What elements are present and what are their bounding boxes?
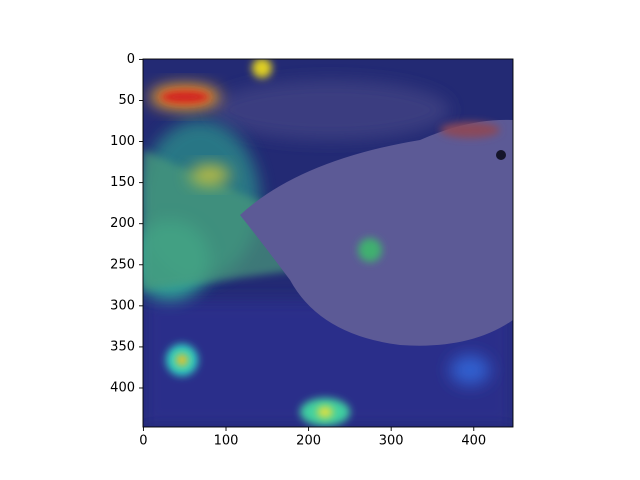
y-tick-label: 50: [118, 93, 135, 108]
y-tick-label: 150: [110, 175, 135, 190]
x-tick-label: 200: [296, 434, 321, 449]
x-tick-label: 100: [214, 434, 239, 449]
y-tick-label: 0: [127, 52, 135, 67]
x-tick-label: 400: [461, 434, 486, 449]
x-tick-label: 0: [139, 434, 147, 449]
image: [143, 59, 513, 427]
y-tick-label: 250: [110, 257, 135, 272]
y-tick-label: 400: [110, 380, 135, 395]
y-tick-label: 350: [110, 339, 135, 354]
y-tick-label: 200: [110, 216, 135, 231]
x-tick-label: 300: [379, 434, 404, 449]
axes-frame: [142, 58, 514, 428]
y-tick-label: 100: [110, 134, 135, 149]
y-tick-label: 300: [110, 298, 135, 313]
